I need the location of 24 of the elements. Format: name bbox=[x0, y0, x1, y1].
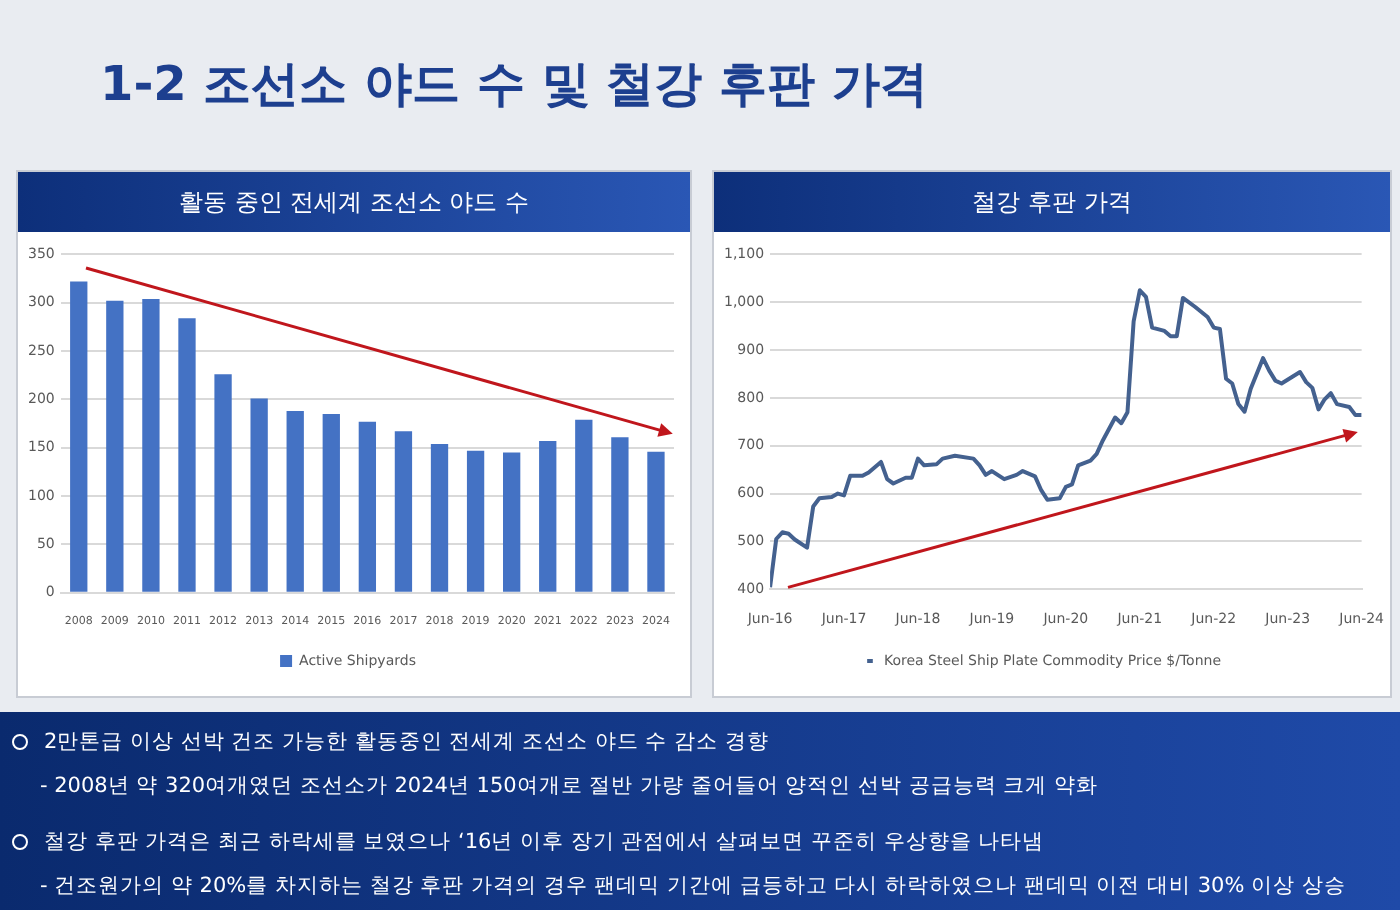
chart-title: 활동 중인 전세계 조선소 야드 수 bbox=[18, 172, 690, 232]
text: - 건조원가의 약 20%를 차지하는 철강 후판 가격의 경우 팬데믹 기간에 급등하고 다시 하락하였으나 팬데믹 이전 대비 30% 이상 상승 bbox=[40, 872, 1346, 900]
text: 2만톤급 이상 선박 건조 가능한 활동중인 전세계 조선소 야드 수 감소 경향 bbox=[44, 728, 769, 756]
text: 철강 후판 가격은 최근 하락세를 보였으나 ‘16년 이후 장기 관점에서 살펴보면 꾸준히 우상향을 나타냄 bbox=[44, 828, 1045, 856]
bar bbox=[106, 300, 124, 592]
bar bbox=[178, 318, 196, 592]
bar bbox=[575, 419, 593, 592]
bar bbox=[394, 431, 413, 592]
bar bbox=[250, 398, 268, 592]
bar bbox=[611, 437, 629, 592]
bar bbox=[214, 374, 232, 592]
text: - 2008년 약 320여개였던 조선소가 2024년 150여개로 절반 가량 줄어들어 양적인 선박 공급능력 크게 약화 bbox=[40, 772, 1099, 800]
chart-title: 철강 후판 가격 bbox=[714, 172, 1390, 232]
bar bbox=[70, 281, 88, 592]
bar bbox=[286, 411, 304, 592]
bar bbox=[539, 441, 557, 592]
bar bbox=[358, 421, 377, 592]
bar bbox=[322, 413, 340, 592]
text: 1-2 조선소 야드 수 및 철강 후판 가격 bbox=[100, 54, 928, 116]
bar bbox=[430, 443, 449, 592]
bar bbox=[647, 451, 665, 592]
bar bbox=[466, 450, 485, 592]
bar bbox=[503, 452, 521, 592]
bar bbox=[142, 298, 160, 592]
